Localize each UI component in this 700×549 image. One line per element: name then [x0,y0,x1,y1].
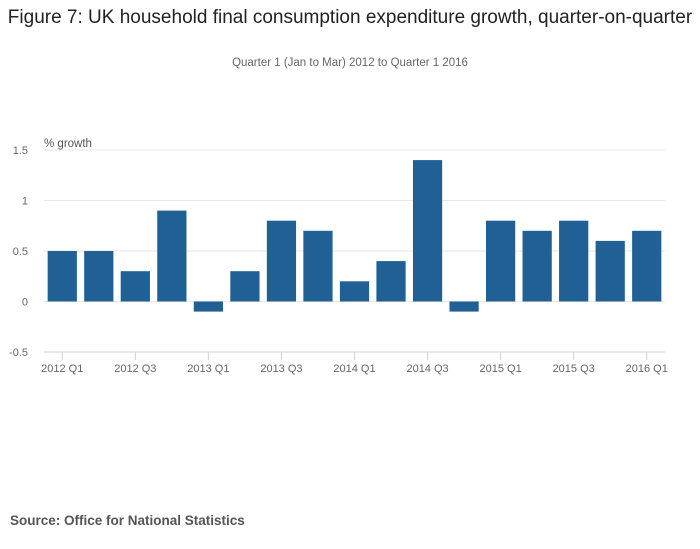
bar-2013-q1 [193,301,223,312]
x-tick-label: 2013 Q3 [260,363,302,375]
y-tick-label: -0.5 [9,347,28,359]
bar-2012-q2 [84,251,114,302]
bar-2015-q1 [486,220,516,302]
bar-2012-q3 [120,271,150,302]
x-tick-label: 2016 Q1 [626,363,668,375]
chart-subtitle: Quarter 1 (Jan to Mar) 2012 to Quarter 1… [232,57,468,69]
bar-2012-q1 [47,251,77,302]
y-tick-label: 1.5 [13,145,28,157]
bar-2012-q4 [157,210,187,302]
x-tick-label: 2012 Q3 [114,363,156,375]
x-tick-label: 2014 Q1 [333,363,375,375]
y-tick-label: 0 [22,297,28,309]
bar-2016-q1 [632,230,662,302]
bar-2014-q2 [376,261,406,302]
y-axis-ticks: -0.5 0 0.5 1 1.5 [9,145,28,359]
bar-2013-q2 [230,271,260,302]
bar-2015-q2 [522,230,552,302]
y-tick-label: 0.5 [13,246,28,258]
y-tick-label: 1 [22,196,28,208]
bar-2013-q4 [303,230,333,302]
y-axis-label: % growth [44,138,92,150]
source-note: Source: Office for National Statistics [10,513,245,528]
x-tick-label: 2015 Q1 [480,363,522,375]
x-tick-label: 2014 Q3 [406,363,448,375]
x-axis: 2012 Q1 2012 Q3 2013 Q1 2013 Q3 2014 Q1 2014 … [41,351,668,375]
bars [47,160,662,312]
bar-2014-q1 [339,281,370,302]
chart-title: Figure 7: UK household final consumption… [7,7,693,28]
bar-2014-q3 [412,160,443,302]
x-tick-label: 2015 Q3 [553,363,595,375]
bar-2013-q3 [266,220,297,302]
bar-2014-q4 [449,301,479,312]
x-tick-label: 2012 Q1 [41,363,83,375]
x-tick-label: 2013 Q1 [187,363,229,375]
bar-2015-q3 [559,220,589,302]
bar-2015-q4 [595,240,625,302]
